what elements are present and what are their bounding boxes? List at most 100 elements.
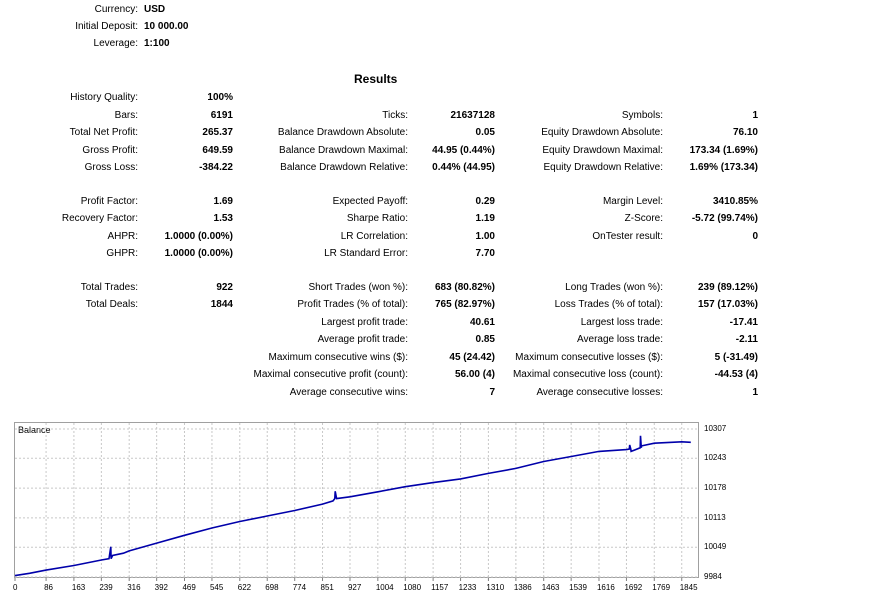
stat-col2-value: 683 (80.82%)	[434, 282, 495, 293]
stat-col3-label: Equity Drawdown Maximal:	[542, 145, 663, 156]
x-tick-label: 1157	[431, 583, 449, 592]
stat-col3-value: 1	[752, 110, 758, 121]
stat-col3-value: -5.72 (99.74%)	[691, 213, 758, 224]
x-tick-label: 1004	[375, 583, 394, 592]
stat-col2-value: 7.70	[475, 248, 495, 259]
stat-col1-value: 649.59	[202, 145, 233, 156]
stat-col3-value: 173.34 (1.69%)	[689, 145, 758, 156]
x-tick-label: 1386	[513, 583, 532, 592]
stat-col2-label: LR Standard Error:	[324, 248, 408, 259]
stat-col1-label: Total Deals:	[85, 299, 138, 310]
stat-col2-label: Expected Payoff:	[332, 196, 408, 207]
stat-col3-value: 0	[752, 231, 758, 242]
stat-col2-label: Average profit trade:	[317, 334, 408, 345]
stat-col3-value: 1.69% (173.34)	[689, 162, 758, 173]
x-tick-label: 239	[99, 583, 113, 592]
results-title: Results	[354, 72, 398, 86]
stat-col3-label: Margin Level:	[602, 196, 663, 207]
x-tick-label: 0	[13, 583, 18, 592]
stat-col1-label: Gross Loss:	[84, 162, 138, 173]
stat-col2-value: 44.95 (0.44%)	[432, 145, 495, 156]
stat-col3-value: -44.53 (4)	[714, 369, 758, 380]
x-tick-label: 774	[292, 583, 307, 592]
stat-col2-label: LR Correlation:	[340, 231, 408, 242]
x-tick-label: 1080	[403, 583, 422, 592]
y-tick-label: 10049	[704, 542, 727, 552]
balance-line	[14, 435, 691, 577]
stat-col2-value: 7	[489, 387, 495, 398]
stat-col1-label: GHPR:	[106, 248, 138, 259]
stat-col1-label: Total Net Profit:	[69, 127, 138, 138]
stat-col1-value: 265.37	[202, 127, 233, 138]
header-label: Currency:	[94, 4, 138, 15]
stat-col1-value: 1.0000 (0.00%)	[164, 231, 233, 242]
x-tick-label: 622	[237, 583, 252, 592]
stat-col2-label: Balance Drawdown Relative:	[280, 162, 408, 173]
stat-col1-value: 6191	[210, 110, 233, 121]
stat-col3-value: 5 (-31.49)	[714, 352, 758, 363]
stat-col3-label: Loss Trades (% of total):	[554, 299, 663, 310]
stat-col3-value: -2.11	[735, 334, 758, 345]
y-tick-label: 9984	[704, 572, 722, 581]
history-quality-value: 100%	[207, 92, 233, 103]
x-tick-label: 1233	[458, 583, 477, 592]
stat-col3-label: Maximal consecutive loss (count):	[512, 369, 663, 380]
stat-col3-value: -17.41	[729, 317, 758, 328]
header-value: 10 000.00	[144, 21, 189, 32]
x-tick-label: 163	[71, 583, 86, 592]
stat-col2-label: Maximum consecutive wins ($):	[268, 352, 408, 363]
stat-col1-value: 922	[216, 282, 233, 293]
stat-col3-label: Largest loss trade:	[580, 317, 663, 328]
stat-col2-value: 0.05	[475, 127, 495, 138]
stat-col2-label: Balance Drawdown Absolute:	[277, 127, 408, 138]
x-tick-label: 392	[154, 583, 169, 592]
stat-col2-value: 56.00 (4)	[454, 369, 495, 380]
stat-col2-value: 0.44% (44.95)	[432, 162, 495, 173]
x-tick-label: 927	[347, 583, 362, 592]
stat-col2-value: 0.29	[475, 196, 495, 207]
y-tick-label: 10178	[704, 483, 727, 493]
stat-col1-value: 1.53	[213, 213, 233, 224]
stat-col2-label: Short Trades (won %):	[308, 282, 408, 293]
stat-col2-label: Profit Trades (% of total):	[297, 299, 408, 310]
x-tick-label: 1845	[679, 583, 698, 592]
stat-col1-label: Profit Factor:	[80, 196, 138, 207]
stat-col1-label: Total Trades:	[80, 282, 138, 293]
stat-col3-label: Z-Score:	[624, 213, 663, 224]
stat-col3-label: Average loss trade:	[577, 334, 663, 345]
stat-col1-label: Gross Profit:	[82, 145, 138, 156]
stat-col2-value: 1.19	[475, 213, 495, 224]
stat-col3-value: 157 (17.03%)	[697, 299, 758, 310]
x-tick-label: 1692	[624, 583, 643, 592]
y-tick-label: 10113	[704, 512, 726, 522]
stat-col1-label: Bars:	[114, 110, 138, 121]
x-tick-label: 316	[127, 583, 141, 592]
stat-col2-value: 1.00	[475, 231, 495, 242]
stat-col2-label: Largest profit trade:	[321, 317, 408, 328]
stat-col2-label: Average consecutive wins:	[289, 387, 408, 398]
chart-title: Balance	[18, 425, 51, 435]
stat-col3-label: Symbols:	[621, 110, 663, 121]
stat-col2-label: Balance Drawdown Maximal:	[279, 145, 408, 156]
history-quality-label: History Quality:	[70, 92, 138, 103]
stat-col3-value: 3410.85%	[712, 196, 758, 207]
stat-col2-value: 0.85	[475, 334, 495, 345]
header-value: USD	[144, 4, 166, 15]
stat-col3-value: 76.10	[732, 127, 758, 138]
stat-col3-label: Maximum consecutive losses ($):	[515, 352, 663, 363]
x-tick-label: 1463	[541, 583, 560, 592]
x-tick-label: 1539	[569, 583, 587, 592]
stat-col3-label: OnTester result:	[592, 231, 663, 242]
header-value: 1:100	[144, 38, 170, 49]
stat-col1-label: Recovery Factor:	[61, 213, 138, 224]
x-tick-label: 469	[182, 583, 196, 592]
header-label: Initial Deposit:	[75, 21, 138, 32]
stat-col1-label: AHPR:	[107, 231, 138, 242]
stat-col3-label: Equity Drawdown Relative:	[543, 162, 664, 173]
stat-col2-label: Sharpe Ratio:	[346, 213, 408, 224]
stat-col2-value: 21637128	[450, 110, 496, 121]
stat-col3-label: Equity Drawdown Absolute:	[541, 127, 663, 138]
stat-col1-value: 1.0000 (0.00%)	[164, 248, 233, 259]
x-tick-label: 698	[265, 583, 279, 592]
stat-col2-label: Ticks:	[382, 110, 408, 121]
